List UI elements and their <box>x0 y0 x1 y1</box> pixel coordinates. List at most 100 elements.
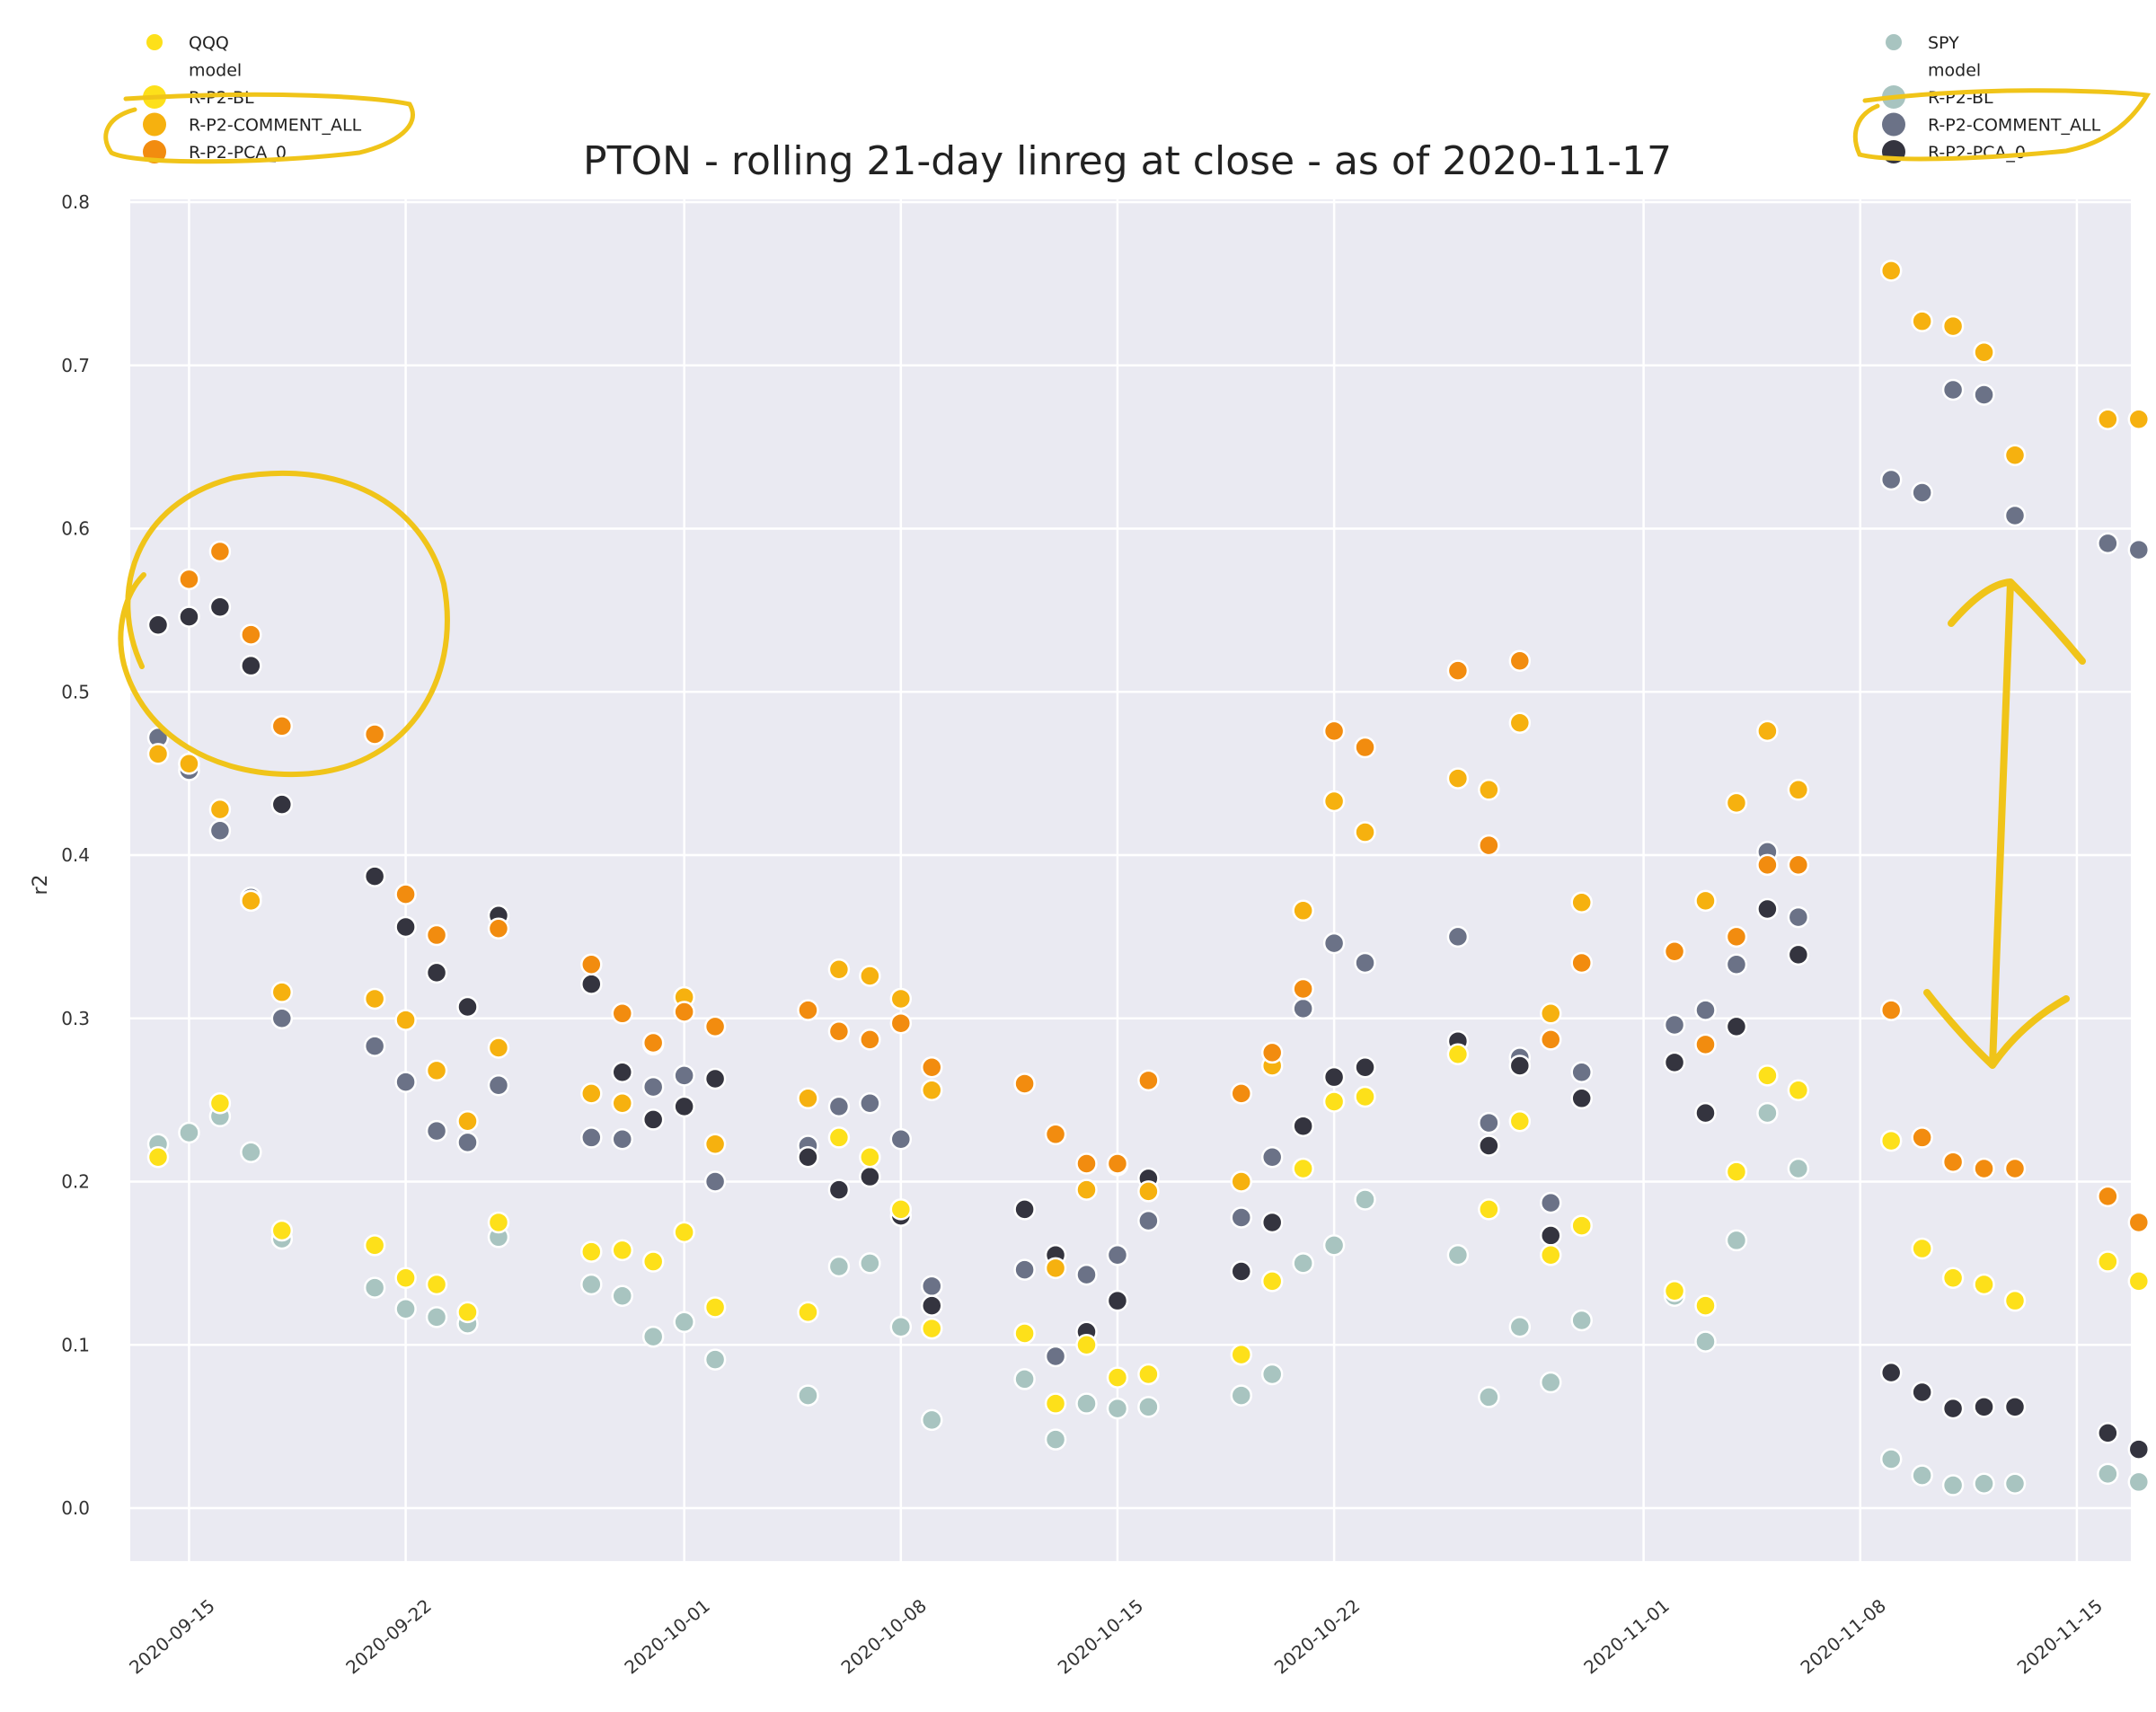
point-spy-r-p2-comment-all <box>363 1035 386 1057</box>
point-spy-r-p2-comment-all <box>1230 1206 1252 1229</box>
point-spy-r-p2-comment-all <box>703 1170 727 1193</box>
point-qqq-r-p2-pca-0 <box>208 540 232 563</box>
point-qqq-r-p2-pca-0 <box>1292 977 1314 1001</box>
point-qqq-r-p2-bl <box>487 1211 510 1234</box>
point-qqq-r-p2-comment-all <box>178 752 200 775</box>
point-qqq-r-p2-pca-0 <box>1260 1041 1284 1064</box>
y-tick-label: 0.1 <box>61 1334 90 1355</box>
point-spy-r-p2-comment-all <box>827 1095 851 1118</box>
point-qqq-r-p2-bl <box>827 1126 851 1149</box>
point-spy-r-p2-pca-0 <box>1292 1115 1314 1137</box>
point-qqq-r-p2-comment-all <box>889 987 913 1010</box>
y-tick-label: 0.8 <box>61 191 90 213</box>
point-qqq-r-p2-pca-0 <box>1478 834 1500 857</box>
point-qqq-r-p2-pca-0 <box>1570 951 1593 975</box>
point-qqq-r-p2-bl <box>208 1092 232 1115</box>
point-qqq-r-p2-pca-0 <box>1508 649 1532 672</box>
point-qqq-r-p2-bl <box>1508 1110 1532 1133</box>
point-qqq-r-p2-bl <box>1973 1273 1995 1296</box>
chart-title: PTON - rolling 21-day linreg at close - … <box>583 138 1672 184</box>
point-spy-r-p2-comment-all <box>1570 1061 1593 1083</box>
point-qqq-r-p2-comment-all <box>425 1059 448 1082</box>
point-qqq-r-p2-bl <box>1941 1266 1965 1289</box>
point-qqq-r-p2-comment-all <box>146 743 170 765</box>
point-qqq-r-p2-comment-all <box>1137 1180 1160 1203</box>
point-spy-r-p2-comment-all <box>425 1119 448 1143</box>
point-qqq-r-p2-pca-0 <box>1354 736 1376 759</box>
point-qqq-r-p2-pca-0 <box>1973 1157 1995 1180</box>
point-spy-r-p2-pca-0 <box>641 1108 665 1131</box>
point-spy-r-p2-comment-all <box>270 1007 294 1029</box>
point-spy-r-p2-pca-0 <box>1013 1198 1036 1221</box>
point-spy-r-p2-pca-0 <box>580 973 603 995</box>
point-qqq-r-p2-pca-0 <box>1075 1152 1098 1175</box>
point-spy-r-p2-bl <box>1508 1316 1532 1338</box>
point-spy-r-p2-pca-0 <box>1973 1396 1995 1418</box>
point-spy-r-p2-comment-all <box>1322 931 1346 955</box>
point-qqq-r-p2-comment-all <box>1540 1002 1562 1025</box>
point-qqq-r-p2-bl <box>1292 1157 1314 1180</box>
point-spy-r-p2-pca-0 <box>1756 897 1779 921</box>
point-qqq-r-p2-bl <box>797 1301 819 1324</box>
y-tick-label: 0.4 <box>61 844 90 866</box>
point-qqq-r-p2-pca-0 <box>1787 853 1810 877</box>
point-qqq-r-p2-comment-all <box>240 889 262 913</box>
point-spy-r-p2-pca-0 <box>1725 1015 1748 1038</box>
point-qqq-r-p2-bl <box>889 1198 913 1221</box>
point-spy-r-p2-comment-all <box>1787 905 1810 929</box>
point-spy-r-p2-bl <box>580 1273 603 1296</box>
point-spy-r-p2-bl <box>1044 1428 1067 1451</box>
point-spy-r-p2-comment-all <box>1260 1145 1284 1169</box>
x-tick-label: 2020-10-01 <box>620 1594 713 1678</box>
point-qqq-r-p2-pca-0 <box>425 923 448 947</box>
point-spy-r-p2-pca-0 <box>456 995 479 1019</box>
legend-title: model <box>189 61 242 81</box>
point-qqq-r-p2-bl <box>1075 1334 1098 1356</box>
point-spy-r-p2-bl <box>1354 1188 1376 1211</box>
point-spy-r-p2-pca-0 <box>1106 1289 1129 1312</box>
point-spy-r-p2-comment-all <box>1540 1191 1562 1214</box>
point-qqq-r-p2-comment-all <box>487 1037 510 1059</box>
legend-right: SPYmodelR-P2-BLR-P2-COMMENT_ALLR-P2-PCA_… <box>1882 33 2101 163</box>
point-qqq-r-p2-bl <box>2097 1250 2119 1273</box>
point-spy-r-p2-bl <box>2097 1462 2119 1486</box>
grid-layer <box>130 199 2131 1561</box>
point-qqq-r-p2-pca-0 <box>363 723 386 746</box>
point-qqq-r-p2-pca-0 <box>178 568 200 591</box>
point-qqq-r-p2-pca-0 <box>2127 1211 2151 1234</box>
point-qqq-r-p2-comment-all <box>1756 719 1779 743</box>
plot-background <box>130 199 2131 1561</box>
point-spy-r-p2-pca-0 <box>178 605 200 628</box>
point-spy-r-p2-bl <box>1756 1101 1779 1125</box>
x-tick-label: 2020-10-15 <box>1054 1594 1147 1678</box>
point-spy-r-p2-bl <box>363 1276 386 1299</box>
point-spy-r-p2-pca-0 <box>1694 1101 1717 1125</box>
point-spy-r-p2-bl <box>2003 1472 2027 1495</box>
point-spy-r-p2-bl <box>921 1408 943 1432</box>
point-spy-r-p2-comment-all <box>1292 997 1314 1020</box>
point-spy-r-p2-bl <box>1075 1392 1098 1415</box>
y-tick-label: 0.0 <box>61 1497 90 1519</box>
point-qqq-r-p2-pca-0 <box>1540 1028 1562 1051</box>
point-qqq-r-p2-pca-0 <box>1013 1072 1036 1095</box>
point-qqq-r-p2-pca-0 <box>1230 1082 1252 1105</box>
point-qqq-r-p2-bl <box>363 1234 386 1257</box>
y-tick-label: 0.2 <box>61 1171 90 1193</box>
point-spy-r-p2-comment-all <box>1694 999 1717 1021</box>
point-spy-r-p2-pca-0 <box>2003 1396 2027 1418</box>
point-spy-r-p2-pca-0 <box>673 1095 695 1118</box>
point-qqq-r-p2-bl <box>1354 1085 1376 1108</box>
point-qqq-r-p2-comment-all <box>1911 310 1933 332</box>
point-qqq-r-p2-pca-0 <box>611 1002 633 1025</box>
point-spy-r-p2-comment-all <box>1137 1209 1160 1232</box>
x-tick-label: 2020-09-15 <box>125 1594 218 1678</box>
legend-title: model <box>1928 61 1981 81</box>
point-qqq-r-p2-comment-all <box>2003 444 2027 466</box>
point-spy-r-p2-pca-0 <box>146 613 170 636</box>
point-spy-r-p2-pca-0 <box>363 865 386 887</box>
point-spy-r-p2-pca-0 <box>2127 1438 2151 1460</box>
point-spy-r-p2-comment-all <box>641 1075 665 1099</box>
point-qqq-r-p2-bl <box>1013 1322 1036 1345</box>
point-spy-r-p2-comment-all <box>1106 1244 1129 1266</box>
